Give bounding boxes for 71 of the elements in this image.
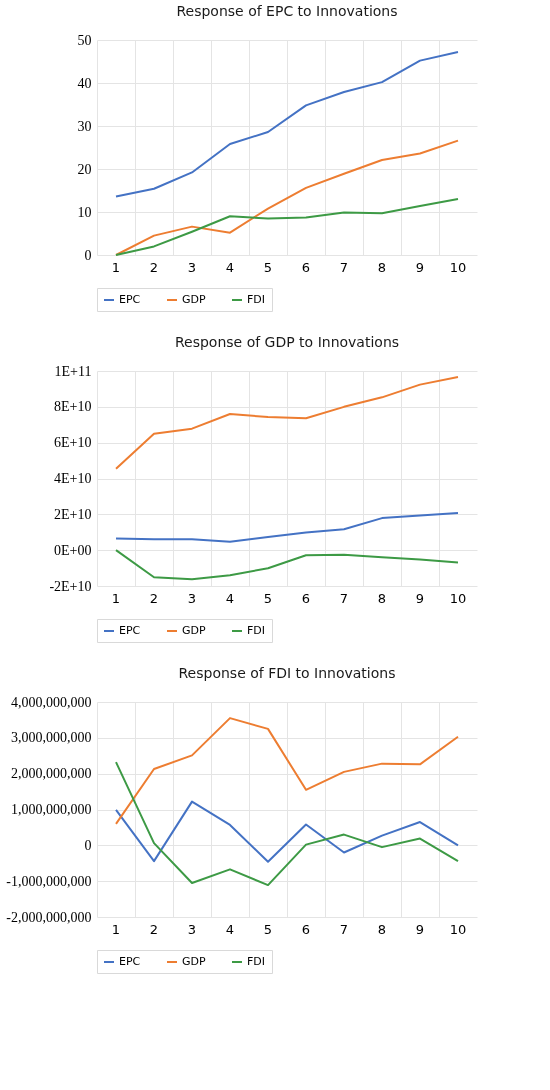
x-tick-label: 10 — [449, 590, 467, 606]
x-tick-label: 8 — [377, 921, 387, 937]
line-series — [115, 139, 459, 256]
x-tick-label: 5 — [263, 921, 273, 937]
line-series — [115, 376, 459, 470]
y-tick-label: -2,000,000,000 — [6, 909, 92, 925]
y-tick-label: 1E+11 — [54, 363, 92, 379]
y-tick-label: 0 — [84, 247, 92, 263]
x-tick-label: 6 — [301, 590, 311, 606]
x-tick-label: 6 — [301, 921, 311, 937]
y-tick-label: 30 — [77, 118, 92, 134]
line-series — [115, 51, 459, 198]
legend-label: GDP — [182, 293, 206, 306]
line-series — [115, 761, 459, 887]
x-tick-label: 6 — [301, 259, 311, 275]
x-tick-label: 8 — [377, 259, 387, 275]
y-tick-label: -1,000,000,000 — [6, 873, 92, 889]
x-tick-label: 4 — [225, 921, 235, 937]
y-tick-label: 8E+10 — [54, 399, 92, 415]
x-tick-label: 5 — [263, 259, 273, 275]
legend-label: GDP — [182, 624, 206, 637]
x-tick-label: 5 — [263, 590, 273, 606]
y-tick-label: -2E+10 — [49, 578, 92, 594]
line-series — [115, 512, 459, 543]
line-series — [115, 717, 459, 825]
x-tick-label: 7 — [339, 590, 349, 606]
y-tick-label: 4,000,000,000 — [11, 694, 92, 710]
x-tick-label: 7 — [339, 259, 349, 275]
x-tick-label: 3 — [187, 590, 197, 606]
y-tick-label: 0E+00 — [54, 542, 92, 558]
x-tick-label: 4 — [225, 259, 235, 275]
legend-label: FDI — [247, 293, 266, 306]
y-tick-label: 40 — [77, 75, 92, 91]
legend-label: EPC — [119, 624, 141, 637]
chart-title: Response of GDP to Innovations — [174, 334, 400, 350]
x-tick-label: 9 — [415, 259, 425, 275]
y-tick-label: 3,000,000,000 — [11, 730, 92, 746]
x-tick-label: 2 — [149, 590, 159, 606]
x-tick-label: 1 — [111, 259, 121, 275]
y-tick-label: 0 — [84, 837, 92, 853]
x-tick-label: 3 — [187, 259, 197, 275]
y-tick-label: 10 — [77, 204, 92, 220]
y-tick-label: 2,000,000,000 — [11, 766, 92, 782]
y-tick-label: 4E+10 — [54, 471, 92, 486]
line-series — [115, 800, 459, 863]
y-tick-label: 2E+10 — [54, 506, 92, 522]
x-tick-label: 2 — [149, 259, 159, 275]
y-tick-label: 1,000,000,000 — [11, 802, 92, 817]
chart-title: Response of EPC to Innovations — [176, 3, 398, 19]
line-series — [115, 198, 459, 256]
x-tick-label: 9 — [415, 921, 425, 937]
y-tick-label: 20 — [77, 161, 92, 177]
chart-title: Response of FDI to Innovations — [178, 665, 396, 681]
legend-label: EPC — [119, 955, 141, 968]
x-tick-label: 4 — [225, 590, 235, 606]
line-series — [115, 549, 459, 581]
y-tick-label: 6E+10 — [54, 435, 92, 451]
x-tick-label: 10 — [449, 259, 467, 275]
legend-label: FDI — [247, 955, 266, 968]
x-tick-label: 1 — [111, 590, 121, 606]
x-tick-label: 7 — [339, 921, 349, 937]
legend-label: GDP — [182, 955, 206, 968]
x-tick-label: 9 — [415, 590, 425, 606]
legend-label: FDI — [247, 624, 266, 637]
x-tick-label: 2 — [149, 921, 159, 937]
x-tick-label: 8 — [377, 590, 387, 606]
legend-label: EPC — [119, 293, 141, 306]
x-tick-label: 1 — [111, 921, 121, 937]
x-tick-label: 3 — [187, 921, 197, 937]
x-tick-label: 10 — [449, 921, 467, 937]
y-tick-label: 50 — [77, 32, 92, 48]
